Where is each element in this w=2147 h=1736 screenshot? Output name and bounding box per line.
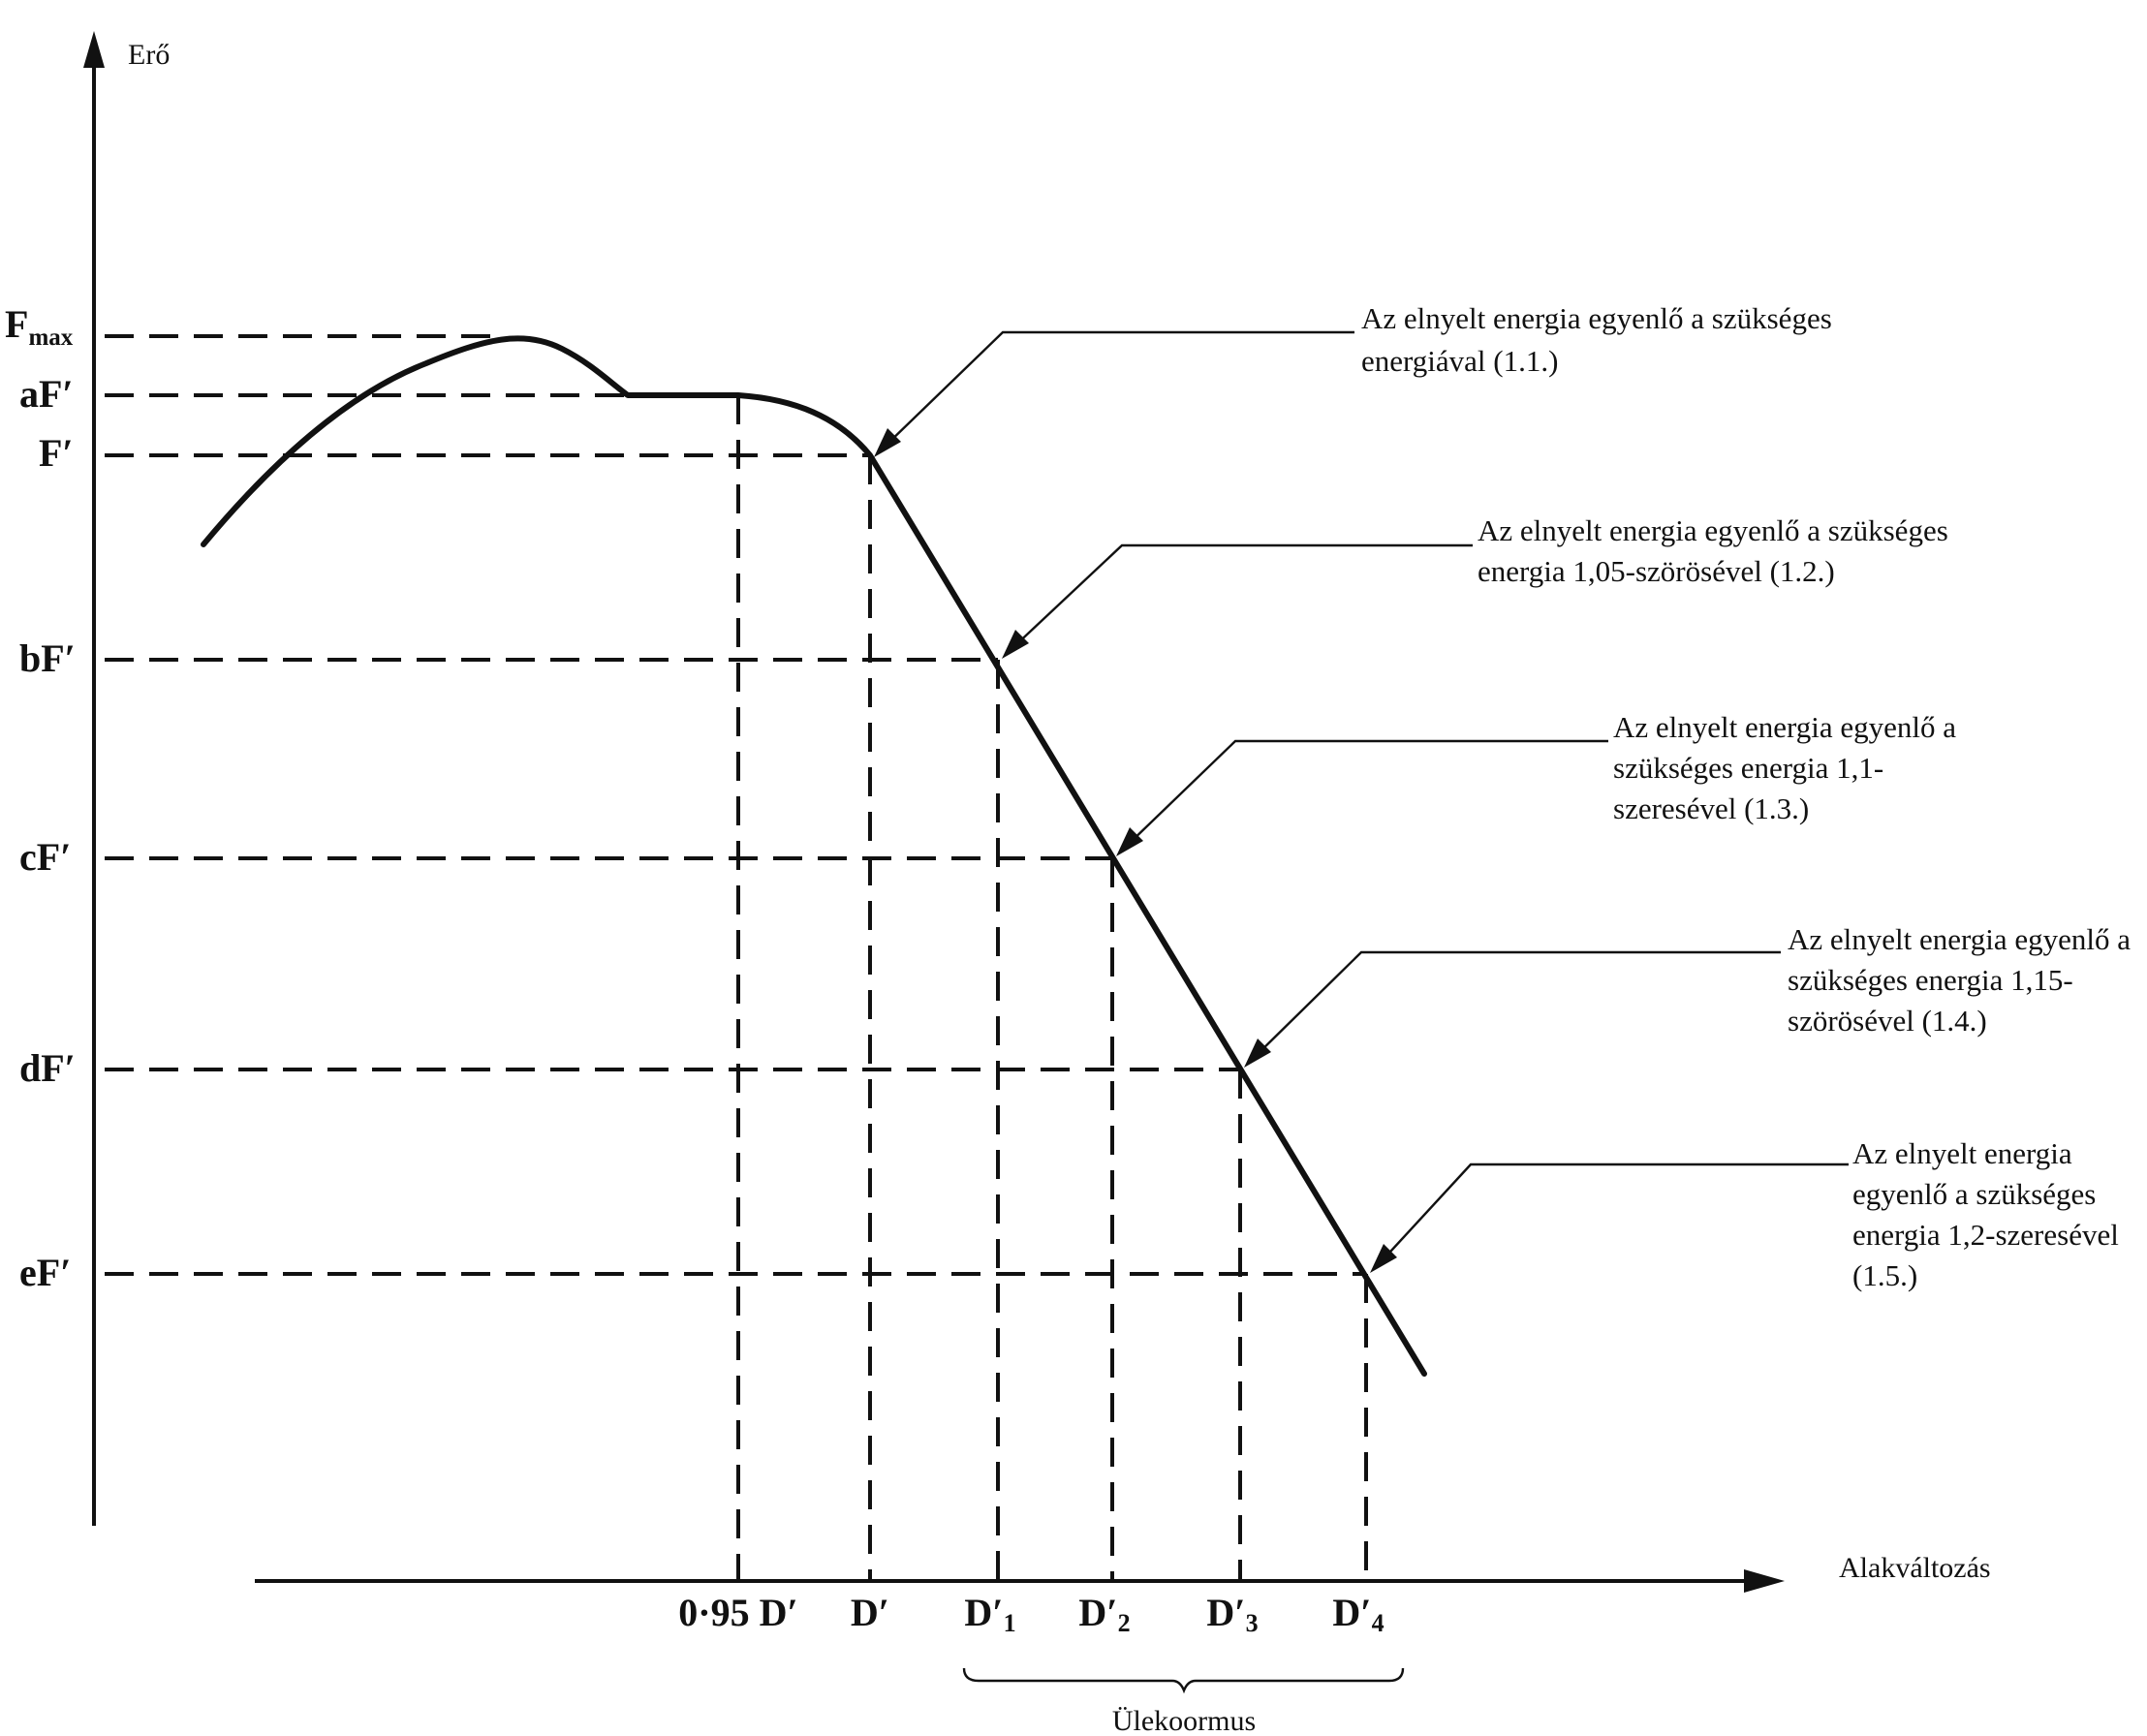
y-label-ef: eF′ — [19, 1251, 71, 1294]
annotation-1-5: Az elnyelt energia egyenlő a szükséges e… — [1852, 1136, 2127, 1292]
y-label-f: F′ — [39, 431, 74, 475]
annotation-1-1: Az elnyelt energia egyenlő a szükséges e… — [1361, 301, 1840, 378]
overload-brace-line — [962, 1667, 1405, 1694]
y-level-labels: Fmax aF′ F′ bF′ cF′ dF′ eF′ — [5, 302, 76, 1294]
x-label-095d: 0·95 D′ — [678, 1591, 797, 1634]
leader-1-3 — [1125, 739, 1608, 848]
leader-1-5 — [1379, 1162, 1849, 1264]
y-axis-title: Erő — [128, 39, 170, 71]
force-curve — [201, 335, 1427, 1377]
annotation-1-4: Az elnyelt energia egyenlő a szükséges e… — [1788, 922, 2138, 1038]
leader-1-2-arrowhead — [1002, 630, 1029, 659]
y-label-fmax: Fmax — [5, 302, 74, 351]
x-label-d4: D′4 — [1332, 1591, 1384, 1637]
leader-1-5-arrowhead — [1370, 1244, 1397, 1273]
axes — [83, 31, 1785, 1593]
overload-brace: Ülekoormus — [962, 1667, 1405, 1736]
horizontal-guides — [105, 334, 1366, 1276]
x-axis-arrowhead — [1744, 1569, 1785, 1593]
y-label-cf: cF′ — [19, 835, 71, 879]
x-label-d3: D′3 — [1206, 1591, 1258, 1637]
x-label-d: D′ — [851, 1591, 889, 1634]
x-tick-labels: 0·95 D′ D′ D′1 D′2 D′3 D′4 — [678, 1591, 1384, 1637]
y-axis-arrowhead — [83, 31, 105, 68]
leader-1-2 — [1011, 543, 1473, 650]
leader-1-4 — [1253, 950, 1781, 1059]
annotation-1-2: Az elnyelt energia egyenlő a szükséges e… — [1478, 513, 1956, 588]
leader-1-1 — [883, 330, 1354, 449]
leader-1-4-arrowhead — [1244, 1038, 1271, 1068]
x-label-d1: D′1 — [964, 1591, 1015, 1637]
y-label-bf: bF′ — [19, 636, 76, 680]
y-label-af: aF′ — [19, 372, 74, 416]
x-axis-title: Alakváltozás — [1839, 1552, 1991, 1584]
leader-1-3-arrowhead — [1116, 827, 1143, 856]
annotations: Az elnyelt energia egyenlő a szükséges e… — [1361, 301, 2138, 1292]
leader-1-1-arrowhead — [874, 428, 901, 457]
annotation-1-3: Az elnyelt energia egyenlő a szükséges e… — [1613, 710, 1964, 825]
y-label-df: dF′ — [19, 1046, 76, 1090]
annotation-leaders — [874, 330, 1849, 1273]
vertical-guides — [736, 395, 1368, 1581]
overload-label: Ülekoormus — [1112, 1705, 1256, 1736]
x-label-d2: D′2 — [1078, 1591, 1130, 1637]
